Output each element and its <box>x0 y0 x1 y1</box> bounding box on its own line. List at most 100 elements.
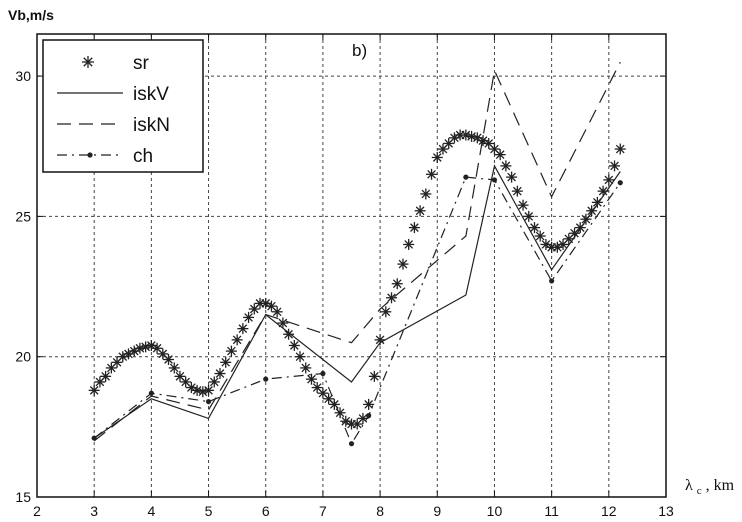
series-line-iskV <box>93 164 621 439</box>
data-point-sr <box>225 345 237 357</box>
x-tick-label: 2 <box>33 503 41 519</box>
legend-label-sr: sr <box>133 53 150 74</box>
x-axis-title-unit: , km <box>706 477 735 494</box>
legend-label-ch: ch <box>133 146 153 167</box>
legend-box <box>42 39 204 173</box>
data-point-sr <box>426 168 438 180</box>
x-tick-label: 5 <box>205 503 213 519</box>
x-tick-label: 13 <box>658 503 674 519</box>
data-point-sr <box>231 334 243 346</box>
data-point-ch <box>148 390 154 396</box>
data-point-sr <box>431 151 443 163</box>
data-point-sr <box>368 370 380 382</box>
data-point-sr <box>363 398 375 410</box>
data-point-sr <box>277 317 289 329</box>
series-layer <box>88 61 626 447</box>
data-point-ch <box>320 370 326 377</box>
y-tick-label: 20 <box>15 349 31 365</box>
data-point-sr <box>609 160 621 172</box>
data-point-ch <box>491 177 498 183</box>
x-tick-label: 7 <box>319 503 327 519</box>
data-point-ch <box>263 376 269 382</box>
legend-symbol-sr <box>82 56 94 68</box>
data-point-sr <box>569 227 581 239</box>
data-point-ch <box>549 278 555 284</box>
x-axis-title-main: λ <box>685 477 693 494</box>
series-iskV <box>93 164 621 439</box>
y-tick-label: 25 <box>15 208 31 224</box>
x-tick-label: 12 <box>601 503 617 519</box>
data-point-sr <box>386 292 398 304</box>
data-point-sr <box>214 368 226 380</box>
x-tick-label: 4 <box>147 503 155 519</box>
data-point-sr <box>403 238 415 250</box>
data-point-sr <box>511 185 523 197</box>
data-point-ch <box>617 180 623 186</box>
x-axis-title: λ c , km <box>685 477 735 498</box>
x-tick-label: 11 <box>544 503 559 519</box>
data-point-ch <box>205 398 212 405</box>
data-point-sr <box>100 370 112 382</box>
data-point-sr <box>414 205 426 217</box>
data-point-sr <box>528 222 540 234</box>
data-point-sr <box>500 160 512 172</box>
data-point-sr <box>88 384 100 396</box>
data-point-sr <box>534 230 546 242</box>
data-point-sr <box>283 328 295 340</box>
data-point-sr <box>494 149 506 161</box>
plot-frame <box>36 33 667 498</box>
data-point-sr <box>380 306 392 318</box>
axis-layer: 2 3 4 5 6 7 8 9 10 11 12 13 15 20 25 30 <box>15 33 674 519</box>
data-point-sr <box>243 311 255 323</box>
x-axis-title-sub: c <box>697 485 702 497</box>
data-point-sr <box>294 351 306 363</box>
data-point-ch <box>91 435 97 441</box>
legend-entry-iskN: iskN <box>57 115 170 136</box>
series-ch <box>91 174 623 447</box>
y-axis-title: Vb,m/s <box>8 7 54 23</box>
legend-marker-ch <box>87 152 93 158</box>
x-tick-label: 9 <box>433 503 441 519</box>
data-point-sr <box>151 342 163 354</box>
data-point-sr <box>408 222 420 234</box>
annotation-label: b) <box>352 41 367 60</box>
series-line-iskN <box>93 61 621 442</box>
legend-layer: sr iskV iskN ch <box>42 39 204 173</box>
data-point-sr <box>603 174 615 186</box>
legend-entry-sr: sr <box>82 53 150 74</box>
data-point-sr <box>163 354 175 366</box>
data-point-sr <box>300 362 312 374</box>
data-point-sr <box>506 171 518 183</box>
data-point-sr <box>580 213 592 225</box>
y-tick-label: 15 <box>15 489 31 505</box>
data-point-sr <box>220 356 232 368</box>
y-tick-label: 30 <box>15 68 31 84</box>
data-point-sr <box>391 278 403 290</box>
data-point-sr <box>203 384 215 396</box>
data-point-sr <box>260 297 272 309</box>
data-point-ch <box>366 413 372 419</box>
data-point-sr <box>420 188 432 200</box>
x-tick-label: 3 <box>90 503 98 519</box>
data-point-sr <box>271 306 283 318</box>
data-point-sr <box>288 339 300 351</box>
data-point-sr <box>614 143 626 155</box>
data-point-sr <box>517 199 529 211</box>
x-tick-label: 8 <box>376 503 384 519</box>
data-point-sr <box>305 373 317 385</box>
legend-entry-iskV: iskV <box>57 84 169 105</box>
data-point-sr <box>397 258 409 270</box>
legend-label-iskV: iskV <box>133 84 169 105</box>
data-point-sr <box>328 398 340 410</box>
data-point-sr <box>523 210 535 222</box>
data-point-sr <box>208 376 220 388</box>
legend-entry-ch: ch <box>57 146 153 167</box>
data-point-ch <box>463 174 469 180</box>
series-sr <box>88 129 626 430</box>
data-point-sr <box>237 323 249 335</box>
data-point-sr <box>265 300 277 312</box>
x-tick-label: 6 <box>262 503 270 519</box>
x-tick-label: 10 <box>487 503 503 519</box>
